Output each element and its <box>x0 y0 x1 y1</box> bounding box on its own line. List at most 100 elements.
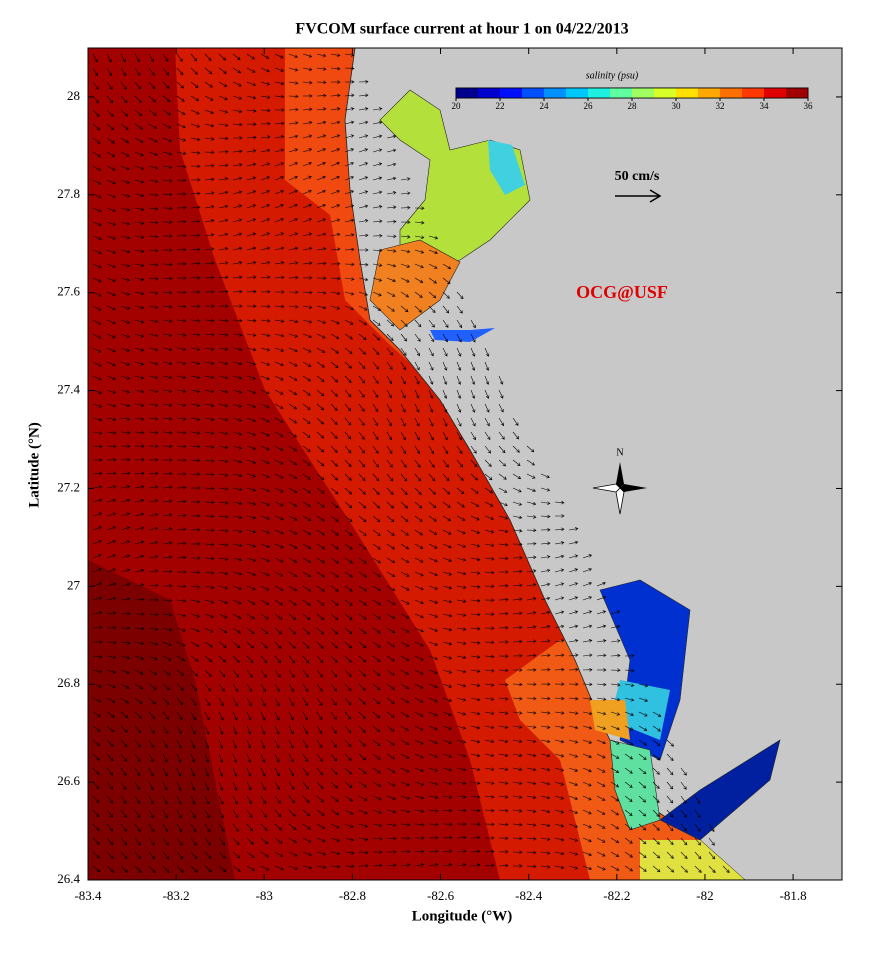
vector <box>330 333 340 339</box>
vector <box>344 655 352 663</box>
vector <box>148 123 158 129</box>
pine-island-sound <box>609 739 661 831</box>
vector <box>176 669 185 677</box>
vector <box>316 134 327 139</box>
vector <box>162 123 172 129</box>
vector <box>302 80 313 85</box>
vector <box>260 135 271 139</box>
vector <box>456 767 467 772</box>
vector <box>260 501 270 506</box>
vector <box>498 570 509 574</box>
vector <box>302 515 312 521</box>
vector <box>400 361 406 371</box>
vector <box>484 557 495 561</box>
vector <box>442 863 453 867</box>
vector <box>120 221 131 226</box>
vector <box>120 641 131 645</box>
vector <box>610 781 620 788</box>
vector <box>484 654 495 659</box>
vector <box>330 515 339 522</box>
vector <box>274 319 285 323</box>
vector <box>190 81 199 88</box>
vector <box>120 347 131 352</box>
vector <box>204 753 210 763</box>
vector <box>274 571 284 577</box>
vector <box>456 849 467 854</box>
vector <box>554 781 565 786</box>
vector <box>176 485 187 490</box>
vector <box>190 570 201 575</box>
vector <box>148 598 159 602</box>
vector <box>204 486 215 491</box>
vector <box>512 515 523 520</box>
vector <box>414 725 424 731</box>
vector <box>148 67 155 76</box>
vector <box>554 541 565 545</box>
vector <box>92 375 102 381</box>
vector <box>162 458 173 462</box>
vector <box>106 179 116 185</box>
vector <box>372 234 383 238</box>
vector <box>162 53 169 63</box>
vector <box>414 863 425 867</box>
vector <box>316 725 323 735</box>
colorbar-tick-label: 28 <box>628 101 638 111</box>
vector <box>134 626 145 631</box>
vector <box>288 557 298 563</box>
vector <box>442 835 453 840</box>
vector <box>442 683 453 688</box>
vector <box>232 655 240 663</box>
vector <box>386 655 395 662</box>
vector <box>274 851 284 857</box>
vector <box>568 624 579 629</box>
vector <box>106 165 116 171</box>
vector <box>540 527 551 532</box>
vector <box>372 375 379 384</box>
vector <box>190 109 200 115</box>
vector <box>442 277 451 284</box>
vector <box>512 739 523 744</box>
vector <box>92 109 100 117</box>
vector <box>92 165 102 171</box>
vector <box>134 485 145 489</box>
vector <box>260 683 267 693</box>
vector <box>316 319 327 324</box>
vector <box>344 627 353 635</box>
vector <box>246 599 256 605</box>
vector <box>288 445 298 452</box>
vector <box>162 753 168 763</box>
vector <box>218 697 224 707</box>
vector <box>414 347 420 357</box>
vector <box>260 304 271 309</box>
vector <box>582 582 592 587</box>
vector <box>484 445 491 454</box>
vector <box>288 319 299 324</box>
vector <box>442 333 448 343</box>
vector <box>204 514 215 519</box>
vector <box>134 235 145 239</box>
vector <box>498 654 509 658</box>
vector <box>176 178 187 183</box>
vector <box>204 318 215 323</box>
vector <box>120 711 129 719</box>
vector <box>484 822 495 827</box>
vector <box>190 53 198 62</box>
vector <box>372 753 381 760</box>
vector <box>372 190 383 195</box>
vector <box>386 739 395 746</box>
vector <box>120 263 131 268</box>
vector <box>372 263 383 267</box>
vector <box>204 261 215 266</box>
vector <box>190 542 201 546</box>
vector <box>274 304 285 309</box>
vector <box>316 655 324 664</box>
vector <box>372 823 383 828</box>
vector <box>330 204 341 209</box>
vector <box>316 261 327 266</box>
vector <box>176 95 185 102</box>
vector <box>610 624 621 629</box>
vector <box>372 291 382 297</box>
vector <box>498 725 509 729</box>
vector <box>190 304 201 309</box>
vector <box>176 53 183 62</box>
